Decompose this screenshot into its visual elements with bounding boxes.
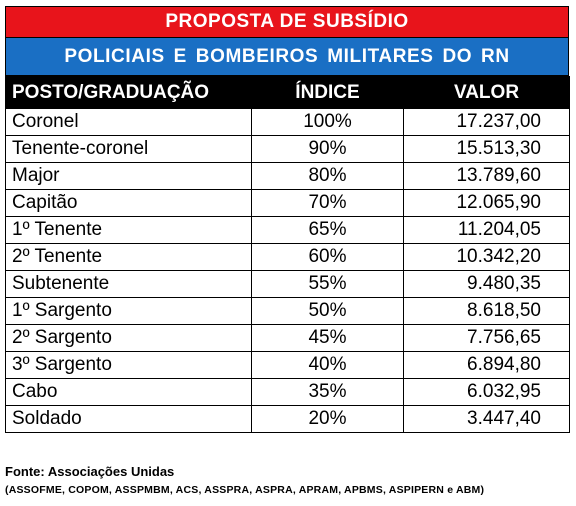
cell-valor: 11.204,05: [403, 216, 570, 244]
header-row: POSTO/GRADUAÇÃO ÍNDICE VALOR: [5, 76, 570, 109]
cell-indice: 50%: [251, 297, 404, 325]
table-row: 2º Tenente 60% 10.342,20: [5, 243, 570, 271]
cell-valor: 12.065,90: [403, 189, 570, 217]
table-row: 3º Sargento 40% 6.894,80: [5, 351, 570, 379]
column-header-indice: ÍNDICE: [251, 76, 404, 109]
cell-posto: 1º Sargento: [5, 297, 252, 325]
cell-indice: 45%: [251, 324, 404, 352]
table-row: Capitão 70% 12.065,90: [5, 189, 570, 217]
cell-valor: 17.237,00: [403, 108, 570, 136]
cell-posto: Coronel: [5, 108, 252, 136]
cell-valor: 8.618,50: [403, 297, 570, 325]
cell-posto: 3º Sargento: [5, 351, 252, 379]
cell-indice: 65%: [251, 216, 404, 244]
cell-valor: 3.447,40: [403, 405, 570, 433]
table-row: Cabo 35% 6.032,95: [5, 378, 570, 406]
cell-indice: 90%: [251, 135, 404, 163]
column-header-valor: VALOR: [403, 76, 570, 109]
cell-valor: 10.342,20: [403, 243, 570, 271]
cell-valor: 15.513,30: [403, 135, 570, 163]
table-row: Soldado 20% 3.447,40: [5, 405, 570, 433]
table-row: 1º Tenente 65% 11.204,05: [5, 216, 570, 244]
subsidy-table-container: PROPOSTA DE SUBSÍDIO POLICIAIS E BOMBEIR…: [5, 6, 570, 433]
table-title: PROPOSTA DE SUBSÍDIO: [5, 6, 569, 38]
cell-valor: 6.894,80: [403, 351, 570, 379]
cell-posto: Soldado: [5, 405, 252, 433]
source-note: Fonte: Associações Unidas: [5, 464, 175, 479]
cell-posto: Cabo: [5, 378, 252, 406]
cell-posto: Capitão: [5, 189, 252, 217]
cell-indice: 80%: [251, 162, 404, 190]
cell-valor: 9.480,35: [403, 270, 570, 298]
cell-valor: 13.789,60: [403, 162, 570, 190]
cell-indice: 20%: [251, 405, 404, 433]
cell-indice: 60%: [251, 243, 404, 271]
column-header-posto: POSTO/GRADUAÇÃO: [5, 76, 252, 109]
table-row: Tenente-coronel 90% 15.513,30: [5, 135, 570, 163]
cell-valor: 7.756,65: [403, 324, 570, 352]
associations-list: (ASSOFME, COPOM, ASSPMBM, ACS, ASSPRA, A…: [5, 484, 485, 496]
cell-posto: Subtenente: [5, 270, 252, 298]
cell-posto: 2º Tenente: [5, 243, 252, 271]
cell-indice: 40%: [251, 351, 404, 379]
cell-indice: 35%: [251, 378, 404, 406]
cell-posto: 1º Tenente: [5, 216, 252, 244]
table-subtitle: POLICIAIS E BOMBEIROS MILITARES DO RN: [5, 38, 569, 76]
cell-indice: 55%: [251, 270, 404, 298]
cell-posto: Major: [5, 162, 252, 190]
cell-posto: Tenente-coronel: [5, 135, 252, 163]
table-row: Coronel 100% 17.237,00: [5, 108, 570, 136]
subsidy-table: POSTO/GRADUAÇÃO ÍNDICE VALOR Coronel 100…: [5, 76, 570, 433]
table-row: 1º Sargento 50% 8.618,50: [5, 297, 570, 325]
table-row: Subtenente 55% 9.480,35: [5, 270, 570, 298]
cell-indice: 100%: [251, 108, 404, 136]
cell-posto: 2º Sargento: [5, 324, 252, 352]
table-row: 2º Sargento 45% 7.756,65: [5, 324, 570, 352]
cell-indice: 70%: [251, 189, 404, 217]
table-row: Major 80% 13.789,60: [5, 162, 570, 190]
cell-valor: 6.032,95: [403, 378, 570, 406]
